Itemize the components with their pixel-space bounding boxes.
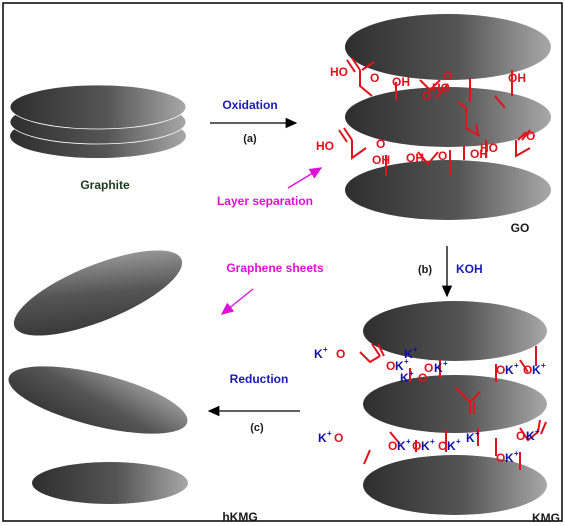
kmg-k-14: K <box>526 429 535 443</box>
svg-text:+: + <box>430 437 435 446</box>
kmg-k-11: K <box>447 439 456 453</box>
hkmg-sheets <box>8 250 188 504</box>
layer-separation-label: Layer separation <box>217 194 313 208</box>
kmg-o-11: O <box>496 451 505 465</box>
go-oh-3: OH <box>372 153 390 167</box>
svg-text:+: + <box>475 429 480 438</box>
go-o-3: O <box>422 89 431 103</box>
kmg-stack <box>363 301 547 515</box>
kmg-k-2: K <box>395 359 404 373</box>
go-oh-2: OH <box>508 71 526 85</box>
go-oh-4: OH <box>406 151 424 165</box>
step-c-label: (c) <box>250 422 264 434</box>
go-o-2: O <box>443 69 452 83</box>
kmg-sheet-3 <box>363 455 547 515</box>
kmg-k-13: K <box>505 451 514 465</box>
hkmg-sheet-3 <box>32 462 188 504</box>
go-sheet-1 <box>345 14 551 80</box>
kmg-k-7: K <box>532 363 541 377</box>
go-ho-2: HO <box>432 81 450 95</box>
go-ho-4: HO <box>480 141 498 155</box>
go-oh-1: OH <box>392 75 410 89</box>
svg-text:+: + <box>327 429 332 438</box>
svg-text:+: + <box>535 427 540 436</box>
svg-text:+: + <box>456 437 461 446</box>
kmg-o-12: O <box>516 429 525 443</box>
hkmg-sheet-2 <box>8 366 188 434</box>
kmg-k-6: K <box>505 363 514 377</box>
kmg-o-7: O <box>334 431 343 445</box>
kmg-functional-groups <box>359 343 547 470</box>
go-functional-groups <box>338 57 531 176</box>
kmg-k-1: K <box>314 347 323 361</box>
svg-text:+: + <box>323 345 328 354</box>
oxidation-label: Oxidation <box>222 98 277 112</box>
svg-text:+: + <box>406 437 411 446</box>
kmg-sheet-1 <box>363 301 547 361</box>
go-sheet-3 <box>345 160 551 220</box>
kmg-ion-labels: K + O O K + K + O K + K + O O K + O K + … <box>314 345 546 465</box>
go-ho-1: HO <box>330 65 348 79</box>
go-o-6: O <box>526 129 535 143</box>
graphene-sheets-label: Graphene sheets <box>226 261 324 275</box>
kmg-o-10: O <box>438 439 447 453</box>
kmg-o-2: O <box>386 359 395 373</box>
hkmg-label: hKMG <box>222 510 257 524</box>
koh-label: KOH <box>456 262 483 276</box>
svg-text:+: + <box>443 359 448 368</box>
kmg-sheet-2 <box>363 375 547 433</box>
kmg-k-5: K <box>400 371 409 385</box>
kmg-o-6: O <box>523 363 532 377</box>
kmg-o-9: O <box>412 439 421 453</box>
svg-text:+: + <box>404 357 409 366</box>
kmg-label: KMG <box>532 511 560 525</box>
graphite-sheet-1 <box>9 84 187 130</box>
go-functional-labels: HO O OH HO O OH O O HO OH OH O OH HO O <box>316 65 535 167</box>
go-stack <box>345 14 551 220</box>
go-o-1: O <box>370 71 379 85</box>
kmg-o-4: O <box>418 371 427 385</box>
kmg-k-12: K <box>466 431 475 445</box>
kmg-o-5: O <box>496 363 505 377</box>
hkmg-sheet-1 <box>13 250 183 336</box>
step-a-label: (a) <box>243 133 257 145</box>
layer-separation-arrow <box>287 167 323 189</box>
kmg-k-4: K <box>434 361 443 375</box>
kmg-k-9: K <box>397 439 406 453</box>
reduction-label: Reduction <box>230 372 289 386</box>
graphite-stack <box>9 84 187 158</box>
svg-text:+: + <box>514 449 519 458</box>
go-label: GO <box>511 221 530 235</box>
graphene-sheets-arrow <box>220 288 254 315</box>
kmg-k-3: K <box>404 347 413 361</box>
svg-text:+: + <box>409 369 414 378</box>
svg-text:+: + <box>413 345 418 354</box>
svg-text:+: + <box>514 361 519 370</box>
kmg-k-8: K <box>318 431 327 445</box>
go-oh-5: OH <box>470 147 488 161</box>
kmg-o-8: O <box>388 439 397 453</box>
svg-text:+: + <box>541 361 546 370</box>
go-o-4: O <box>376 137 385 151</box>
kmg-k-10: K <box>421 439 430 453</box>
kmg-o-1: O <box>336 347 345 361</box>
go-o-5: O <box>438 149 447 163</box>
graphite-label: Graphite <box>80 178 130 192</box>
kmg-o-3: O <box>424 361 433 375</box>
go-ho-3: HO <box>316 139 334 153</box>
step-b-label: (b) <box>418 264 432 276</box>
